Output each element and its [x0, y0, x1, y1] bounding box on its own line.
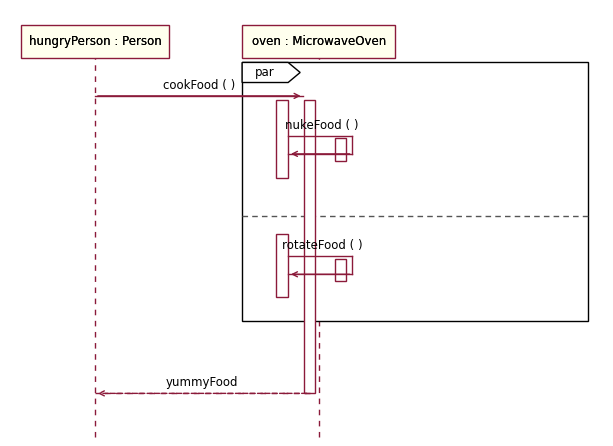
- Bar: [304, 100, 315, 393]
- Bar: [242, 25, 395, 58]
- Text: hungryPerson : Person: hungryPerson : Person: [29, 35, 161, 48]
- Text: hungryPerson : Person: hungryPerson : Person: [29, 35, 161, 48]
- Polygon shape: [242, 62, 300, 83]
- Bar: [276, 100, 288, 178]
- Text: oven : MicrowaveOven: oven : MicrowaveOven: [251, 35, 386, 48]
- Bar: [335, 259, 346, 281]
- Text: nukeFood ( ): nukeFood ( ): [285, 119, 359, 132]
- Bar: [276, 234, 288, 297]
- Text: cookFood ( ): cookFood ( ): [163, 79, 235, 92]
- Text: rotateFood ( ): rotateFood ( ): [281, 239, 362, 252]
- Text: par: par: [255, 66, 275, 79]
- Bar: [21, 25, 169, 58]
- Text: oven : MicrowaveOven: oven : MicrowaveOven: [251, 35, 386, 48]
- Bar: [242, 62, 588, 321]
- Text: yummyFood: yummyFood: [166, 376, 238, 389]
- Bar: [335, 138, 346, 161]
